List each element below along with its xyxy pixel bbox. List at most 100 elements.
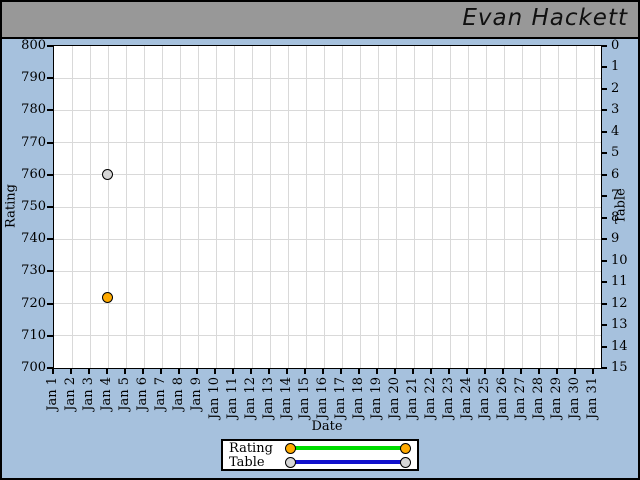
vertical-gridline xyxy=(251,46,253,368)
x-axis-tick-label: Jan 18 xyxy=(351,377,366,420)
vertical-gridline xyxy=(197,46,199,368)
x-axis-tick xyxy=(304,369,306,374)
right-axis-tick-label: 9 xyxy=(611,231,620,247)
left-axis-tick-label: 780 xyxy=(21,102,46,118)
left-axis-tick xyxy=(47,173,53,176)
x-axis-tick xyxy=(574,369,576,374)
x-axis-tick-label: Jan 16 xyxy=(315,377,330,420)
x-axis-tick-label: Jan 5 xyxy=(117,377,132,411)
x-axis-tick xyxy=(484,369,486,374)
vertical-gridline xyxy=(287,46,289,368)
left-axis-tick-label: 800 xyxy=(21,38,46,53)
right-axis-tick-label: 2 xyxy=(611,80,620,96)
x-axis-tick xyxy=(178,369,180,374)
right-axis-tick-label: 12 xyxy=(611,295,628,311)
left-axis-tick-label: 720 xyxy=(21,295,46,311)
vertical-gridline xyxy=(593,46,595,368)
right-axis-tick-label: 5 xyxy=(611,145,620,161)
x-axis-tick xyxy=(376,369,378,374)
x-axis-tick-label: Jan 6 xyxy=(135,377,150,411)
right-axis-tick-label: 10 xyxy=(611,252,628,268)
left-axis-tick-label: 770 xyxy=(21,134,46,150)
x-axis-tick-label: Jan 21 xyxy=(405,377,420,420)
left-axis-tick xyxy=(47,77,53,80)
x-axis-tick-label: Jan 9 xyxy=(189,377,204,411)
vertical-gridline xyxy=(215,46,217,368)
vertical-gridline xyxy=(179,46,181,368)
legend-row-table: Table xyxy=(229,456,411,469)
legend-row-rating: Rating xyxy=(229,442,411,455)
left-axis-tick xyxy=(47,270,53,273)
left-axis-tick-label: 750 xyxy=(21,199,46,214)
x-axis-tick xyxy=(142,369,144,374)
x-axis-tick xyxy=(196,369,198,374)
right-axis-tick-label: 15 xyxy=(611,360,628,375)
table-line-sample xyxy=(290,460,406,464)
legend-label-rating: Rating xyxy=(229,440,273,456)
vertical-gridline xyxy=(359,46,361,368)
vertical-gridline xyxy=(305,46,307,368)
table-marker-icon xyxy=(285,456,296,468)
left-axis-tick-label: 730 xyxy=(21,263,46,279)
x-axis-tick-label: Jan 15 xyxy=(297,377,312,420)
legend-sample-table xyxy=(285,456,411,468)
x-axis-tick-label: Jan 31 xyxy=(585,377,600,420)
vertical-gridline xyxy=(89,46,91,368)
right-axis-tick xyxy=(601,216,607,219)
x-axis-tick-label: Jan 27 xyxy=(513,377,528,420)
x-axis-tick xyxy=(160,369,162,374)
x-axis-tick xyxy=(52,369,54,374)
right-axis-tick-label: 3 xyxy=(611,102,620,118)
left-axis-tick xyxy=(47,141,53,144)
x-axis-tick xyxy=(502,369,504,374)
right-axis-tick xyxy=(601,195,607,198)
x-axis-tick-label: Jan 4 xyxy=(99,377,114,411)
x-axis-tick-label: Jan 1 xyxy=(45,377,60,411)
horizontal-gridline xyxy=(54,77,601,79)
right-axis-tick xyxy=(601,87,607,90)
player-name-title: Evan Hackett xyxy=(462,5,628,31)
left-axis-tick-label: 760 xyxy=(21,166,46,182)
right-axis-tick-label: 7 xyxy=(611,188,620,204)
left-axis-tick-label: 740 xyxy=(21,231,46,247)
x-axis-tick-label: Jan 14 xyxy=(279,377,294,420)
horizontal-gridline xyxy=(54,238,601,240)
right-axis-tick xyxy=(601,259,607,262)
plot-area xyxy=(53,45,602,369)
table-data-point xyxy=(101,169,113,181)
x-axis-tick xyxy=(466,369,468,374)
vertical-gridline xyxy=(233,46,235,368)
left-axis-tick xyxy=(47,45,53,47)
right-axis-tick xyxy=(601,109,607,112)
x-axis-tick xyxy=(250,369,252,374)
right-axis-tick-label: 1 xyxy=(611,59,620,75)
x-axis-tick-label: Jan 29 xyxy=(549,377,564,420)
x-axis-tick xyxy=(268,369,270,374)
vertical-gridline xyxy=(431,46,433,368)
vertical-gridline xyxy=(449,46,451,368)
left-axis-tick-label: 700 xyxy=(21,360,46,375)
right-axis-tick-label: 11 xyxy=(611,274,628,290)
rating-data-point xyxy=(101,291,113,303)
x-axis-tick-label: Jan 3 xyxy=(81,377,96,411)
right-axis-tick xyxy=(601,281,607,284)
right-axis-tick xyxy=(601,324,607,327)
x-axis-tick-label: Jan 20 xyxy=(387,377,402,420)
right-axis-tick xyxy=(601,367,607,369)
vertical-gridline xyxy=(467,46,469,368)
horizontal-gridline xyxy=(54,109,601,111)
horizontal-gridline xyxy=(54,142,601,144)
right-axis-tick xyxy=(601,238,607,241)
x-axis-tick xyxy=(412,369,414,374)
x-axis-tick xyxy=(430,369,432,374)
right-axis-tick-label: 8 xyxy=(611,209,620,225)
right-axis-tick xyxy=(601,302,607,305)
x-axis-tick xyxy=(214,369,216,374)
right-axis-tick xyxy=(601,345,607,348)
left-axis-tick-label: 710 xyxy=(21,327,46,343)
x-axis-tick-label: Jan 7 xyxy=(153,377,168,411)
x-axis-tick-label: Jan 28 xyxy=(531,377,546,420)
x-axis-tick xyxy=(448,369,450,374)
right-axis-tick-label: 0 xyxy=(611,38,620,53)
x-axis-tick xyxy=(322,369,324,374)
